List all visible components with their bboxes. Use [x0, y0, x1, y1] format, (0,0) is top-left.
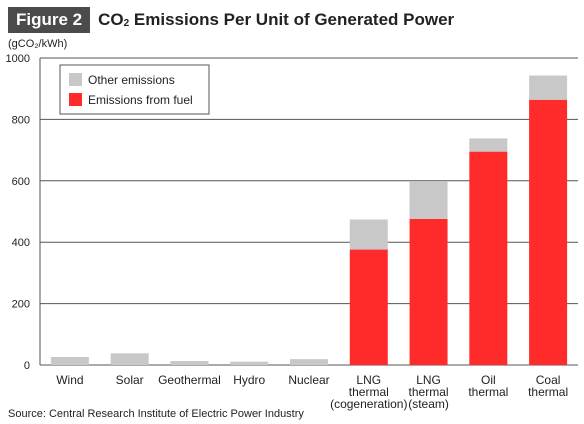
x-tick-label-line: thermal: [349, 385, 389, 399]
x-tick-label-line: Hydro: [233, 373, 265, 387]
x-tick-label-line: (cogeneration): [330, 397, 407, 411]
bar-other-emissions: [349, 219, 388, 250]
legend-box: [59, 64, 210, 115]
y-tick-label: 800: [12, 114, 30, 126]
bar-other-emissions: [170, 361, 209, 365]
x-tick-label: Nuclear: [288, 373, 329, 387]
x-tick-label: Geothermal: [158, 373, 221, 387]
x-tick-label-line: thermal: [468, 385, 508, 399]
x-tick-label-line: Wind: [56, 373, 83, 387]
bar-other-emissions: [529, 75, 568, 100]
bar-other-emissions: [409, 181, 448, 219]
x-tick-label: Solar: [116, 373, 144, 387]
x-tick-label-line: Oil: [481, 373, 496, 387]
x-tick-label: LNG thermal (cogeneration): [330, 373, 407, 411]
legend-fuel-label: Emissions from fuel: [88, 93, 193, 107]
source-note: Source: Central Research Institute of El…: [8, 408, 304, 420]
figure-header: Figure 2 CO2 Emissions Per Unit of Gener…: [8, 7, 454, 33]
legend-fuel-swatch: [69, 93, 82, 106]
y-tick-label: 200: [12, 299, 30, 311]
x-tick-label-line: Nuclear: [288, 373, 329, 387]
bar-other-emissions: [230, 361, 269, 365]
x-tick-label-line: thermal: [409, 385, 449, 399]
title-prefix: CO: [98, 10, 124, 29]
y-tick-label: 1000: [6, 53, 30, 65]
x-tick-label: Oil thermal: [468, 373, 508, 399]
bar-other-emissions: [110, 353, 149, 365]
x-tick-label: Coal thermal: [528, 373, 568, 399]
title-subscript: 2: [123, 18, 130, 29]
x-tick-label-line: Coal: [536, 373, 561, 387]
title-rest: Emissions Per Unit of Generated Power: [129, 10, 455, 29]
bar-other-emissions: [469, 138, 508, 152]
x-tick-label-line: Solar: [116, 373, 144, 387]
x-tick-label: LNG thermal (steam): [408, 373, 449, 411]
bar-fuel-emissions: [349, 249, 388, 365]
y-tick-label: 600: [12, 176, 30, 188]
legend-other-swatch: [69, 73, 82, 86]
page-title: CO2 Emissions Per Unit of Generated Powe…: [98, 10, 454, 30]
bar-fuel-emissions: [469, 151, 508, 365]
x-tick-label-line: LNG: [356, 373, 381, 387]
x-tick-label-line: (steam): [408, 397, 449, 411]
bar-other-emissions: [50, 357, 89, 365]
y-axis-unit-label: (gCO₂/kWh): [8, 38, 68, 50]
x-tick-label-line: thermal: [528, 385, 568, 399]
bar-other-emissions: [290, 359, 328, 365]
x-tick-label-line: LNG: [416, 373, 441, 387]
x-tick-label: Wind: [56, 373, 83, 387]
bar-fuel-emissions: [529, 99, 568, 365]
bar-fuel-emissions: [409, 218, 448, 365]
figure-label: Figure 2: [8, 7, 91, 33]
x-tick-label: Hydro: [233, 373, 265, 387]
x-tick-label-line: Geothermal: [158, 373, 221, 387]
legend-other-label: Other emissions: [88, 73, 175, 87]
y-tick-label: 400: [12, 237, 30, 249]
y-tick-label: 0: [24, 360, 30, 372]
